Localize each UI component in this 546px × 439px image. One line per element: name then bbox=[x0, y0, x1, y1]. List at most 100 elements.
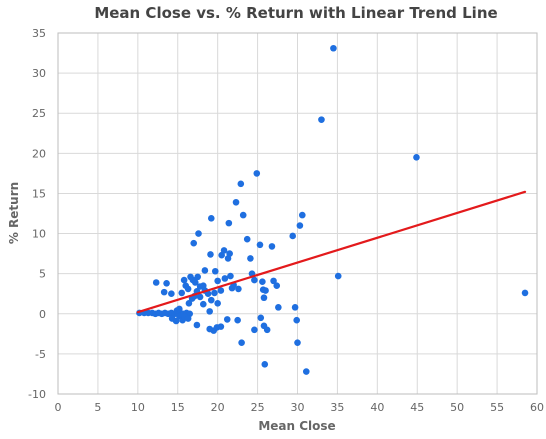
data-point bbox=[253, 170, 261, 177]
x-tick-label: 50 bbox=[450, 401, 464, 414]
data-point bbox=[235, 285, 242, 293]
data-point bbox=[184, 315, 192, 322]
data-point bbox=[257, 314, 265, 322]
y-tick-label: -10 bbox=[28, 388, 46, 401]
data-point bbox=[152, 279, 160, 286]
y-tick-label: 35 bbox=[32, 27, 46, 40]
data-point bbox=[275, 304, 282, 311]
y-axis-ticks: -10 -5 0 5 10 15 20 25 30 35 bbox=[28, 27, 46, 401]
data-point bbox=[201, 267, 209, 274]
data-point bbox=[163, 279, 170, 287]
data-point bbox=[243, 235, 251, 243]
y-tick-label: 30 bbox=[32, 67, 46, 80]
data-point bbox=[273, 282, 281, 290]
data-point bbox=[289, 232, 297, 240]
data-point bbox=[193, 321, 201, 329]
x-tick-label: 15 bbox=[171, 401, 185, 414]
x-axis-ticks: 0 5 10 15 20 25 30 35 40 45 50 55 60 bbox=[55, 401, 545, 414]
y-tick-label: 25 bbox=[32, 107, 46, 120]
data-point bbox=[291, 304, 299, 311]
data-point bbox=[260, 294, 268, 302]
data-point bbox=[521, 289, 529, 297]
data-point bbox=[168, 290, 175, 298]
data-point bbox=[195, 230, 202, 237]
data-point bbox=[251, 276, 258, 284]
data-point bbox=[237, 180, 245, 188]
x-tick-label: 10 bbox=[131, 401, 145, 414]
data-point bbox=[184, 285, 192, 293]
data-point bbox=[298, 211, 306, 219]
x-tick-label: 35 bbox=[330, 401, 344, 414]
data-point bbox=[223, 316, 231, 323]
data-point bbox=[206, 325, 213, 333]
y-tick-label: 5 bbox=[39, 268, 46, 281]
data-point bbox=[318, 116, 325, 123]
data-point bbox=[268, 243, 276, 250]
data-point bbox=[261, 361, 269, 368]
data-point bbox=[180, 276, 188, 284]
y-tick-label: 15 bbox=[32, 187, 46, 200]
chart-title: Mean Close vs. % Return with Linear Tren… bbox=[94, 4, 497, 22]
data-point bbox=[160, 288, 168, 296]
data-point bbox=[185, 300, 193, 307]
data-point bbox=[207, 296, 215, 304]
data-point bbox=[211, 267, 219, 275]
data-point bbox=[227, 272, 234, 280]
x-tick-label: 25 bbox=[251, 401, 265, 414]
data-point bbox=[262, 287, 269, 294]
data-point bbox=[172, 317, 180, 325]
data-point bbox=[190, 239, 198, 247]
y-tick-label: -5 bbox=[35, 348, 46, 361]
plot-area-border bbox=[57, 32, 538, 395]
data-point bbox=[413, 154, 420, 161]
data-point bbox=[259, 278, 266, 285]
x-tick-label: 0 bbox=[55, 401, 62, 414]
y-axis-label: % Return bbox=[7, 182, 21, 244]
data-point bbox=[207, 215, 215, 222]
data-point bbox=[256, 241, 264, 249]
data-point bbox=[206, 308, 213, 315]
data-point bbox=[302, 368, 310, 375]
data-point bbox=[225, 219, 233, 227]
data-point bbox=[234, 316, 241, 324]
data-point bbox=[211, 289, 218, 297]
x-tick-label: 30 bbox=[291, 401, 305, 414]
y-tick-label: 20 bbox=[32, 147, 46, 160]
data-point bbox=[232, 198, 240, 206]
data-point bbox=[270, 277, 277, 285]
data-point bbox=[217, 323, 225, 330]
data-point bbox=[192, 279, 199, 286]
data-point bbox=[294, 339, 301, 346]
data-point bbox=[176, 305, 183, 313]
data-point bbox=[247, 255, 254, 262]
data-points bbox=[136, 44, 529, 375]
data-point bbox=[238, 339, 245, 346]
plot-frame bbox=[57, 32, 538, 395]
data-point bbox=[334, 272, 342, 280]
linear-trend-line bbox=[136, 190, 527, 314]
x-tick-label: 60 bbox=[530, 401, 544, 414]
data-point bbox=[207, 251, 214, 258]
data-point bbox=[239, 211, 247, 219]
trend-line-layer bbox=[136, 190, 527, 314]
y-tick-label: 0 bbox=[39, 308, 46, 321]
data-point bbox=[214, 277, 221, 285]
data-point bbox=[330, 44, 337, 52]
y-tick-label: 10 bbox=[32, 228, 46, 241]
x-axis-label: Mean Close bbox=[258, 419, 335, 433]
data-point bbox=[178, 289, 186, 297]
data-point bbox=[293, 316, 301, 324]
data-point bbox=[251, 326, 258, 334]
x-tick-label: 5 bbox=[94, 401, 101, 414]
data-point bbox=[199, 300, 207, 308]
data-point bbox=[196, 293, 204, 301]
data-point bbox=[263, 326, 271, 334]
data-point bbox=[226, 250, 233, 257]
x-tick-label: 45 bbox=[410, 401, 424, 414]
data-point bbox=[221, 275, 229, 282]
data-point bbox=[194, 273, 202, 281]
data-point bbox=[296, 222, 304, 229]
x-tick-label: 55 bbox=[490, 401, 504, 414]
data-point bbox=[214, 300, 221, 307]
data-point bbox=[204, 290, 212, 298]
